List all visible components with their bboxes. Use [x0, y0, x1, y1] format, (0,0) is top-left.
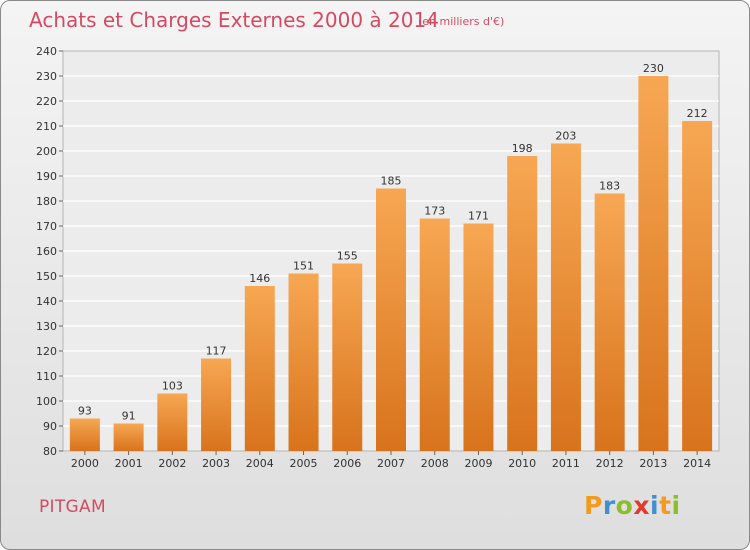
x-tick-label: 2012 — [596, 457, 624, 470]
y-tick-label: 170 — [36, 220, 57, 233]
bar — [288, 273, 319, 451]
logo-letter: i — [671, 491, 681, 520]
x-tick-label: 2004 — [246, 457, 274, 470]
chart-title: Achats et Charges Externes 2000 à 2014 — [29, 8, 439, 32]
bar-value-label: 212 — [687, 107, 708, 120]
bar — [69, 418, 100, 451]
x-tick-label: 2006 — [333, 457, 361, 470]
x-tick-label: 2001 — [115, 457, 143, 470]
y-tick-label: 220 — [36, 95, 57, 108]
logo-letter: r — [602, 491, 616, 520]
bar-value-label: 91 — [122, 410, 136, 423]
bar — [332, 263, 363, 451]
y-tick-label: 120 — [36, 345, 57, 358]
bar-value-label: 171 — [468, 210, 489, 223]
bar — [550, 143, 581, 451]
logo-letter: o — [615, 491, 634, 520]
y-tick-label: 180 — [36, 195, 57, 208]
y-tick-label: 240 — [36, 45, 57, 58]
bar — [463, 223, 494, 451]
bar-value-label: 93 — [78, 405, 92, 418]
bar — [157, 393, 188, 451]
bar-value-label: 198 — [512, 142, 533, 155]
bar-value-label: 230 — [643, 62, 664, 75]
bar-value-label: 146 — [249, 272, 270, 285]
y-tick-label: 190 — [36, 170, 57, 183]
proxiti-logo: Proxiti — [584, 491, 681, 520]
y-tick-label: 140 — [36, 295, 57, 308]
bar — [507, 156, 538, 451]
y-tick-label: 90 — [43, 420, 57, 433]
bar-value-label: 117 — [206, 345, 227, 358]
bar — [419, 218, 450, 451]
x-tick-label: 2014 — [683, 457, 711, 470]
chart-subtitle: (en milliers d'€) — [418, 15, 505, 28]
bar-value-label: 155 — [337, 250, 358, 263]
commune-name: PITGAM — [39, 497, 106, 517]
y-tick-label: 110 — [36, 370, 57, 383]
bar — [638, 76, 669, 451]
x-tick-label: 2005 — [290, 457, 318, 470]
bar — [113, 423, 144, 451]
bar-value-label: 185 — [381, 175, 402, 188]
y-tick-label: 200 — [36, 145, 57, 158]
bar — [376, 188, 406, 451]
logo-letter: i — [650, 491, 660, 520]
x-tick-label: 2008 — [421, 457, 449, 470]
bar-value-label: 173 — [424, 205, 445, 218]
bar — [594, 193, 625, 451]
y-tick-label: 230 — [36, 70, 57, 83]
x-tick-label: 2009 — [464, 457, 492, 470]
x-tick-label: 2007 — [377, 457, 405, 470]
x-tick-label: 2011 — [552, 457, 580, 470]
logo-letter: P — [584, 491, 603, 520]
bar-value-label: 151 — [293, 260, 314, 273]
y-tick-label: 80 — [43, 445, 57, 458]
bar — [682, 121, 713, 451]
bar-value-label: 203 — [555, 130, 576, 143]
logo-letter: t — [659, 491, 672, 520]
x-tick-label: 2002 — [158, 457, 186, 470]
logo-letter: x — [633, 491, 650, 520]
bar — [244, 286, 275, 451]
x-tick-label: 2013 — [639, 457, 667, 470]
x-tick-label: 2000 — [71, 457, 99, 470]
y-tick-label: 100 — [36, 395, 57, 408]
y-tick-label: 130 — [36, 320, 57, 333]
bar-value-label: 103 — [162, 380, 183, 393]
x-tick-label: 2010 — [508, 457, 536, 470]
y-tick-label: 150 — [36, 270, 57, 283]
bar — [201, 358, 232, 451]
y-tick-label: 210 — [36, 120, 57, 133]
x-tick-label: 2003 — [202, 457, 230, 470]
bar-value-label: 183 — [599, 180, 620, 193]
y-tick-label: 160 — [36, 245, 57, 258]
